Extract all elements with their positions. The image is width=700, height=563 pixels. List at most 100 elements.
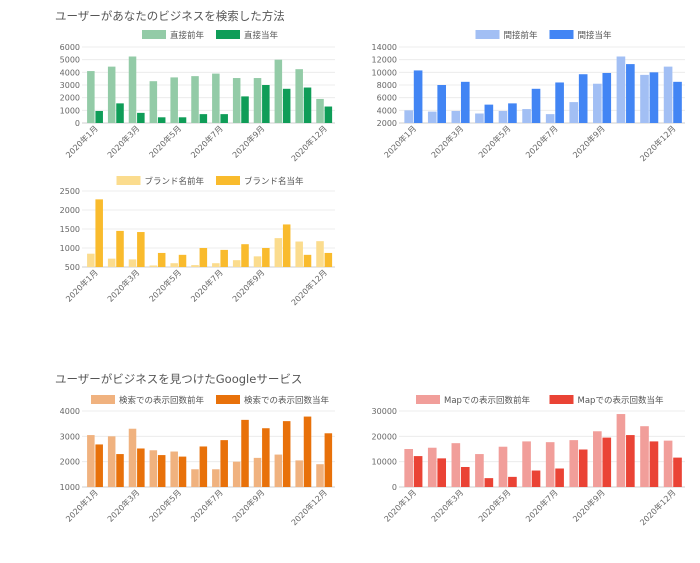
legend-label[interactable]: Mapでの表示回数当年 bbox=[578, 395, 664, 406]
bar[interactable] bbox=[87, 71, 95, 123]
bar[interactable] bbox=[137, 112, 145, 123]
bar[interactable] bbox=[578, 449, 588, 487]
bar[interactable] bbox=[199, 114, 208, 123]
bar[interactable] bbox=[324, 106, 333, 123]
bar[interactable] bbox=[178, 456, 187, 487]
bar[interactable] bbox=[128, 259, 137, 267]
bar[interactable] bbox=[451, 443, 461, 487]
bar[interactable] bbox=[274, 454, 283, 487]
bar[interactable] bbox=[170, 263, 178, 267]
bar[interactable] bbox=[87, 435, 95, 487]
bar[interactable] bbox=[220, 249, 228, 267]
bar[interactable] bbox=[157, 117, 166, 123]
bar[interactable] bbox=[475, 454, 484, 487]
bar[interactable] bbox=[178, 254, 187, 267]
bar[interactable] bbox=[116, 103, 124, 123]
bar[interactable] bbox=[262, 85, 270, 123]
bar[interactable] bbox=[663, 66, 673, 123]
bar[interactable] bbox=[116, 230, 124, 267]
bar[interactable] bbox=[602, 72, 612, 123]
bar[interactable] bbox=[508, 103, 517, 123]
legend-swatch[interactable] bbox=[216, 395, 240, 404]
bar[interactable] bbox=[191, 469, 199, 487]
bar[interactable] bbox=[531, 470, 541, 487]
bar[interactable] bbox=[602, 437, 612, 487]
bar[interactable] bbox=[460, 81, 470, 123]
legend-label[interactable]: ブランド名当年 bbox=[244, 176, 304, 187]
bar[interactable] bbox=[640, 426, 649, 487]
legend-label[interactable]: 検索での表示回数当年 bbox=[244, 395, 330, 406]
bar[interactable] bbox=[212, 263, 220, 267]
legend-swatch[interactable] bbox=[91, 395, 115, 404]
bar[interactable] bbox=[404, 449, 413, 487]
bar[interactable] bbox=[508, 476, 517, 487]
bar[interactable] bbox=[616, 414, 626, 487]
legend-swatch[interactable] bbox=[216, 30, 240, 39]
bar[interactable] bbox=[303, 416, 312, 487]
bar[interactable] bbox=[95, 199, 103, 267]
legend-swatch[interactable] bbox=[549, 395, 574, 404]
bar[interactable] bbox=[178, 117, 187, 123]
bar[interactable] bbox=[316, 464, 324, 487]
bar[interactable] bbox=[545, 114, 555, 123]
legend-swatch[interactable] bbox=[416, 395, 440, 404]
bar[interactable] bbox=[107, 258, 116, 267]
bar[interactable] bbox=[413, 456, 423, 487]
bar[interactable] bbox=[437, 85, 447, 123]
bar[interactable] bbox=[531, 88, 541, 123]
bar[interactable] bbox=[324, 252, 333, 267]
bar[interactable] bbox=[673, 457, 682, 487]
bar[interactable] bbox=[241, 419, 249, 487]
legend-label[interactable]: 間接前年 bbox=[504, 30, 539, 41]
bar[interactable] bbox=[555, 82, 564, 123]
bar[interactable] bbox=[569, 102, 579, 123]
bar[interactable] bbox=[149, 81, 158, 123]
bar[interactable] bbox=[241, 244, 249, 267]
legend-label[interactable]: ブランド名前年 bbox=[145, 176, 205, 187]
bar[interactable] bbox=[626, 435, 635, 487]
bar[interactable] bbox=[460, 466, 470, 487]
bar[interactable] bbox=[593, 431, 602, 487]
bar[interactable] bbox=[107, 66, 116, 123]
bar[interactable] bbox=[262, 428, 270, 487]
bar[interactable] bbox=[413, 70, 423, 123]
bar[interactable] bbox=[149, 265, 158, 267]
legend-swatch[interactable] bbox=[216, 176, 240, 185]
legend-swatch[interactable] bbox=[475, 30, 500, 39]
bar[interactable] bbox=[232, 78, 241, 123]
bar[interactable] bbox=[295, 460, 303, 487]
bar[interactable] bbox=[212, 469, 220, 487]
bar[interactable] bbox=[451, 110, 461, 123]
bar[interactable] bbox=[191, 76, 199, 123]
bar[interactable] bbox=[498, 110, 508, 123]
bar[interactable] bbox=[232, 461, 241, 487]
bar[interactable] bbox=[569, 440, 579, 487]
bar[interactable] bbox=[316, 241, 324, 267]
bar[interactable] bbox=[128, 428, 137, 487]
bar[interactable] bbox=[87, 253, 95, 267]
bar[interactable] bbox=[274, 59, 283, 123]
bar[interactable] bbox=[427, 111, 437, 123]
bar[interactable] bbox=[199, 248, 208, 267]
bar[interactable] bbox=[404, 110, 413, 123]
bar[interactable] bbox=[616, 56, 626, 124]
bar[interactable] bbox=[212, 73, 220, 123]
legend-label[interactable]: Mapでの表示回数前年 bbox=[444, 395, 530, 406]
bar[interactable] bbox=[484, 104, 494, 123]
legend-swatch[interactable] bbox=[142, 30, 166, 39]
bar[interactable] bbox=[427, 447, 437, 487]
bar[interactable] bbox=[295, 241, 303, 267]
legend-label[interactable]: 直接当年 bbox=[244, 30, 279, 41]
bar[interactable] bbox=[303, 254, 312, 267]
bar[interactable] bbox=[241, 96, 249, 123]
bar[interactable] bbox=[282, 88, 291, 123]
bar[interactable] bbox=[137, 232, 145, 267]
bar[interactable] bbox=[522, 441, 531, 487]
bar[interactable] bbox=[475, 113, 484, 124]
bar[interactable] bbox=[232, 260, 241, 267]
bar[interactable] bbox=[626, 64, 635, 123]
bar[interactable] bbox=[545, 442, 555, 487]
bar[interactable] bbox=[116, 454, 124, 487]
legend-label[interactable]: 検索での表示回数前年 bbox=[119, 395, 205, 406]
bar[interactable] bbox=[253, 256, 262, 267]
